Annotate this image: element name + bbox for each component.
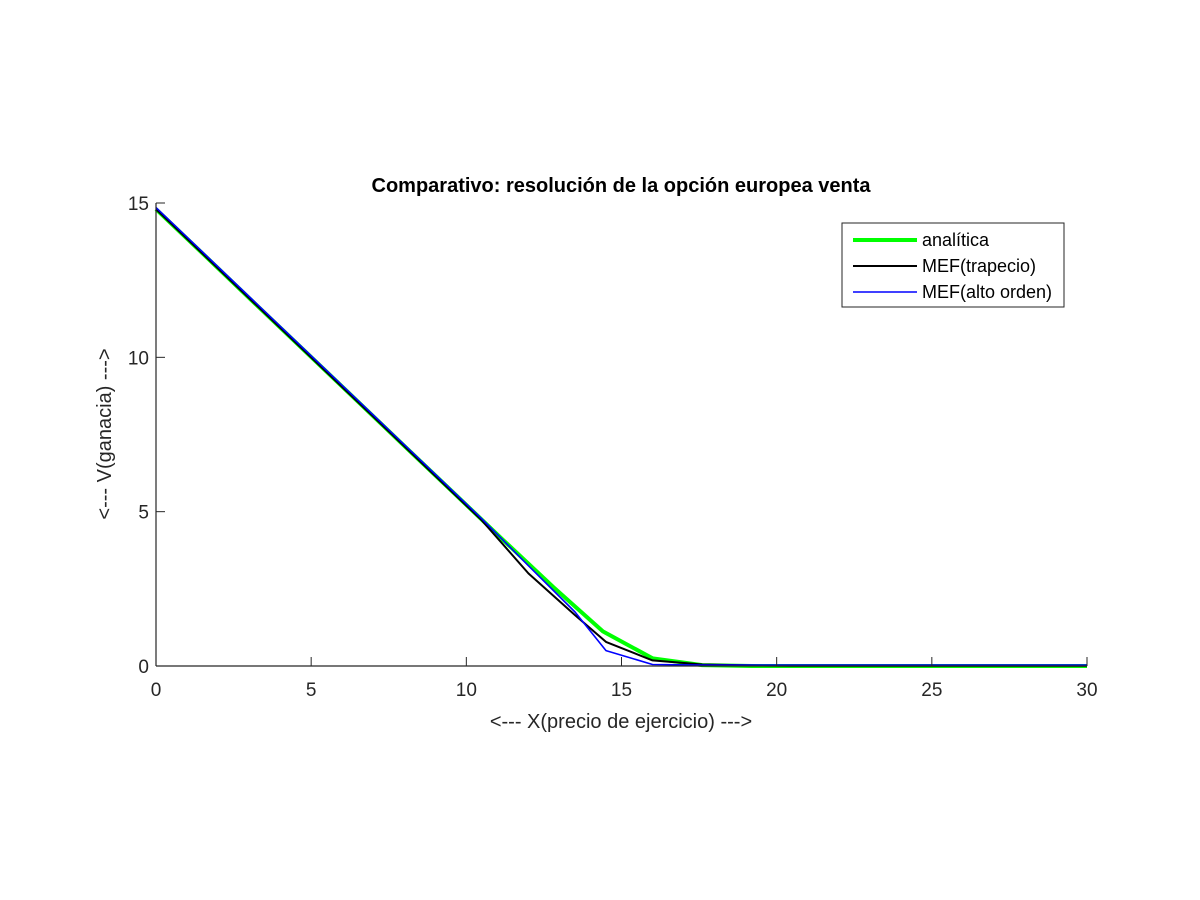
legend: analítica MEF(trapecio) MEF(alto orden) <box>841 222 1065 308</box>
y-tick-label: 10 <box>128 348 149 369</box>
legend-label: MEF(trapecio) <box>922 256 1036 276</box>
legend-label: MEF(alto orden) <box>922 282 1052 302</box>
y-tick-label: 0 <box>138 657 149 678</box>
x-tick-label: 0 <box>151 680 162 701</box>
y-tick-label: 5 <box>138 503 149 524</box>
y-tick-label: 15 <box>128 194 149 215</box>
legend-label: analítica <box>922 230 990 250</box>
x-tick-label: 25 <box>921 680 942 701</box>
x-tick-label: 20 <box>766 680 787 701</box>
x-tick-label: 15 <box>611 680 632 701</box>
chart-title: Comparativo: resolución de la opción eur… <box>372 175 872 197</box>
x-tick-label: 10 <box>456 680 477 701</box>
x-axis-label: <--- X(precio de ejercicio) ---> <box>490 711 752 733</box>
series-line-3 <box>155 207 1087 666</box>
x-tick-label: 30 <box>1076 680 1097 701</box>
y-axis-label: <--- V(ganacia) ---> <box>94 348 116 519</box>
plot-area: 0 5 10 15 20 25 30 0 5 10 15 <box>128 194 1098 701</box>
x-tick-label: 5 <box>306 680 317 701</box>
